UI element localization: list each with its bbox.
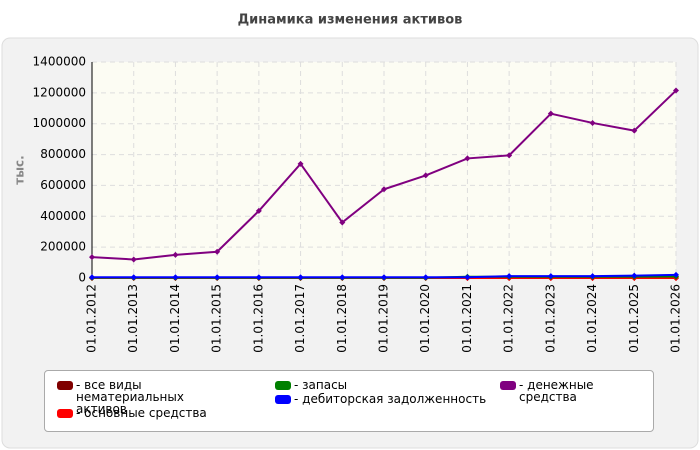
point-marker [589,273,596,280]
x-tick-label: 01.01.2026 [669,284,683,353]
x-tick-label: 01.01.2021 [460,284,474,353]
point-marker [422,172,429,179]
x-tick-label: 01.01.2019 [377,284,391,353]
point-marker [673,271,679,278]
point-marker [130,274,137,281]
point-marker [381,274,387,281]
point-marker [130,256,137,263]
legend-label: - запасы [294,378,348,392]
point-marker [547,273,554,280]
point-marker [172,251,179,258]
point-marker [89,254,95,261]
point-marker [381,186,387,193]
point-marker [297,160,304,167]
point-marker [464,274,471,281]
point-marker [214,248,221,255]
legend: - все виды нематериальных активов - основ… [44,370,654,432]
x-tick-label: 01.01.2012 [85,284,99,353]
y-tick-label: 1000000 [33,116,86,130]
legend-label: - основные средства [76,406,207,420]
y-tick-label: 400000 [40,209,86,223]
point-marker [506,273,513,280]
point-marker [89,274,95,281]
point-marker [255,207,262,214]
legend-swatch [275,381,291,390]
legend-swatch [500,381,516,390]
y-tick-label: 200000 [40,240,86,254]
legend-item: - денежные средства [500,379,650,403]
point-marker [339,219,346,226]
legend-item: - запасы [275,379,465,391]
point-marker [631,272,638,279]
legend-item: - все виды нематериальных активов [57,379,232,415]
point-marker [506,152,513,159]
chart-title: Динамика изменения активов [238,13,463,28]
y-tick-label: 600000 [40,178,86,192]
x-tick-label: 01.01.2014 [168,284,182,353]
legend-label: - дебиторская задолженность [294,392,487,406]
y-axis-label: тыс. [13,155,27,184]
x-tick-label: 01.01.2017 [293,284,307,353]
legend-swatch [57,409,73,418]
point-marker [339,274,346,281]
point-marker [589,119,596,126]
y-tick-label: 1200000 [33,85,86,99]
x-tick-label: 01.01.2016 [251,284,265,353]
legend-item: - основные средства [57,407,232,419]
x-tick-label: 01.01.2025 [627,284,641,353]
x-tick-label: 01.01.2018 [335,284,349,353]
x-tick-label: 01.01.2013 [126,284,140,353]
point-marker [547,110,554,117]
x-tick-label: 01.01.2015 [210,284,224,353]
point-marker [297,274,304,281]
point-marker [673,87,679,94]
point-marker [214,274,221,281]
point-marker [422,274,429,281]
x-tick-label: 01.01.2023 [543,284,557,353]
x-tick-label: 01.01.2022 [502,284,516,353]
y-tick-label: 1400000 [33,55,86,69]
x-tick-label: 01.01.2020 [418,284,432,353]
legend-swatch [275,395,291,404]
legend-swatch [57,381,73,390]
point-marker [631,127,638,134]
y-tick-label: 0 [78,271,86,285]
point-marker [255,274,262,281]
point-marker [172,274,179,281]
y-tick-label: 800000 [40,147,86,161]
legend-item: - дебиторская задолженность [275,393,495,405]
x-tick-label: 01.01.2024 [585,284,599,353]
point-marker [464,155,471,162]
legend-label: - все виды нематериальных активов [76,378,184,416]
legend-label: - денежные средства [519,378,594,404]
